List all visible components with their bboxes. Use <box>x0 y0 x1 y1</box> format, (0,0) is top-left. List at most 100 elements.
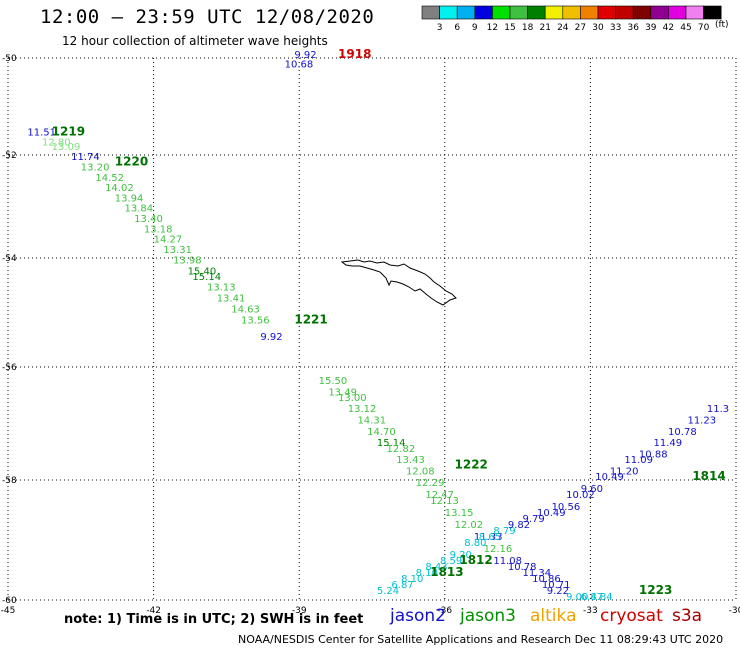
swh-value-label: 10.56 <box>552 502 581 513</box>
swh-value-label: 10.88 <box>639 449 668 460</box>
swh-value-label: 11.20 <box>610 466 639 477</box>
colorbar-swatch <box>421 5 440 20</box>
swh-value-label: 12.08 <box>406 466 435 477</box>
colorbar-label: 27 <box>575 23 586 33</box>
swh-value-label: 14.31 <box>357 416 386 427</box>
colorbar-label: 9 <box>472 23 478 33</box>
swh-value-label: 13.98 <box>173 255 202 266</box>
swh-value-label: 14.27 <box>154 235 183 246</box>
swh-value-label: 13.41 <box>217 294 246 305</box>
satellite-legend-jason2: jason2 <box>390 606 446 626</box>
pass-time-label: 1221 <box>294 312 327 326</box>
swh-value-label: 10.78 <box>668 427 697 438</box>
colorbar-swatch <box>580 5 599 20</box>
swh-value-label: 13.31 <box>163 245 192 256</box>
south-georgia-island <box>340 259 457 306</box>
swh-value-label: 12.16 <box>484 544 513 555</box>
colorbar-swatch <box>632 5 652 20</box>
swh-value-label: 15.14 <box>192 272 221 283</box>
colorbar-swatch <box>685 5 704 20</box>
page-subtitle: 12 hour collection of altimeter wave hei… <box>62 34 328 48</box>
swh-value-label: 14.02 <box>105 183 134 194</box>
colorbar-label: 45 <box>680 23 691 33</box>
swh-value-label: 11.09 <box>624 455 653 466</box>
swh-value-label: 11.33 <box>474 532 503 543</box>
satellite-legend-cryosat: cryosat <box>600 606 663 626</box>
swh-value-label: 10.02 <box>566 490 595 501</box>
swh-value-label: 13.94 <box>115 193 144 204</box>
swh-value-label: 10.68 <box>285 60 314 71</box>
swh-value-label: 9.60 <box>581 484 603 495</box>
swh-value-label: 9.92 <box>294 50 316 61</box>
swh-value-label: 8.59 <box>440 556 462 567</box>
swh-value-label: 13.13 <box>207 283 236 294</box>
colorbar-label: 15 <box>504 23 515 33</box>
swh-value-label: 14.52 <box>95 173 124 184</box>
swh-value-label: 12.47 <box>425 490 454 501</box>
swh-value-label: 5.24 <box>377 586 399 597</box>
swh-value-label: 8.65 <box>479 532 501 543</box>
swh-value-label: 13.43 <box>396 455 425 466</box>
colorbar-swatch <box>527 5 546 20</box>
swh-value-label: 12.82 <box>387 444 416 455</box>
colorbar-swatch <box>509 5 528 20</box>
swh-value-label: 12.13 <box>430 496 459 507</box>
track-labels: 11.5112.8013.0911.74121913.2014.5214.021… <box>27 47 729 603</box>
colorbar-swatch <box>544 5 564 20</box>
lon-tick-label: -30 <box>729 606 740 616</box>
swh-value-label: 9.20 <box>450 550 472 561</box>
colorbar-label: 39 <box>645 23 657 33</box>
lon-tick-label: -42 <box>146 606 161 616</box>
swh-value-label: 10.49 <box>595 472 624 483</box>
note-text: note: 1) Time is in UTC; 2) SWH is in fe… <box>64 612 364 627</box>
swh-value-label: 11.08 <box>493 556 522 567</box>
axis-tick-labels: -45 -42 -39 -36 -33 -30 -50 -52 -54 -56 -58 -60 <box>1 54 740 616</box>
colorbar-label: 21 <box>539 23 550 33</box>
swh-value-label: 8.79 <box>493 526 515 537</box>
swh-value-label: 13.84 <box>124 204 153 215</box>
swh-value-label: 9.79 <box>522 514 544 525</box>
swh-value-label: 13.20 <box>81 162 110 173</box>
colorbar-swatch <box>456 5 476 20</box>
colorbar-swatch <box>597 5 616 20</box>
colorbar-label: 30 <box>592 23 604 33</box>
swh-value-label: 11.51 <box>27 128 56 139</box>
swh-value-label: 8.43 <box>425 562 447 573</box>
colorbar-label: 36 <box>627 23 639 33</box>
swh-value-label: 13.09 <box>52 142 81 153</box>
swh-value-label: 8.80 <box>464 538 486 549</box>
pass-time-label: 1223 <box>639 583 672 597</box>
page-title: 12:00 – 23:59 UTC 12/08/2020 <box>40 6 375 28</box>
swh-value-label: 15.40 <box>188 266 217 277</box>
swh-value-label: 13.18 <box>144 224 173 235</box>
colorbar-label: 70 <box>698 23 710 33</box>
colorbar-swatch <box>650 5 669 20</box>
lat-tick-label: -54 <box>2 254 17 264</box>
swh-value-label: 13.00 <box>338 393 367 404</box>
lon-tick-label: -36 <box>437 606 452 616</box>
swh-value-label: 15.14 <box>377 438 406 449</box>
credit-text: NOAA/NESDIS Center for Satellite Applica… <box>238 633 724 646</box>
satellite-legend-jason3: jason3 <box>460 606 516 626</box>
colorbar-label: 12 <box>487 23 498 33</box>
swh-value-label: 13.49 <box>328 387 357 398</box>
swh-value-label: 14.63 <box>231 305 260 316</box>
colorbar-swatch <box>615 5 634 20</box>
swh-value-label: 15.50 <box>319 376 348 387</box>
pass-time-label: 1222 <box>455 458 488 472</box>
lat-tick-label: -58 <box>2 476 17 486</box>
colorbar-swatch <box>562 5 581 20</box>
lon-tick-label: -45 <box>1 606 16 616</box>
swh-value-label: 9.22 <box>547 586 569 597</box>
swh-value-label: 9.92 <box>260 332 282 343</box>
colorbar-label: 18 <box>522 23 534 33</box>
swh-value-label: 12.80 <box>42 137 71 148</box>
pass-time-label: 1813 <box>430 565 463 579</box>
lat-tick-label: -52 <box>2 151 17 161</box>
colorbar: 3 6 9 12 15 18 21 24 27 30 33 36 39 42 45 70 <box>421 5 722 33</box>
pass-time-label: 1219 <box>52 125 85 139</box>
swh-value-label: 12.29 <box>416 478 445 489</box>
graticule <box>7 57 737 601</box>
swh-value-label: 14.70 <box>367 427 396 438</box>
